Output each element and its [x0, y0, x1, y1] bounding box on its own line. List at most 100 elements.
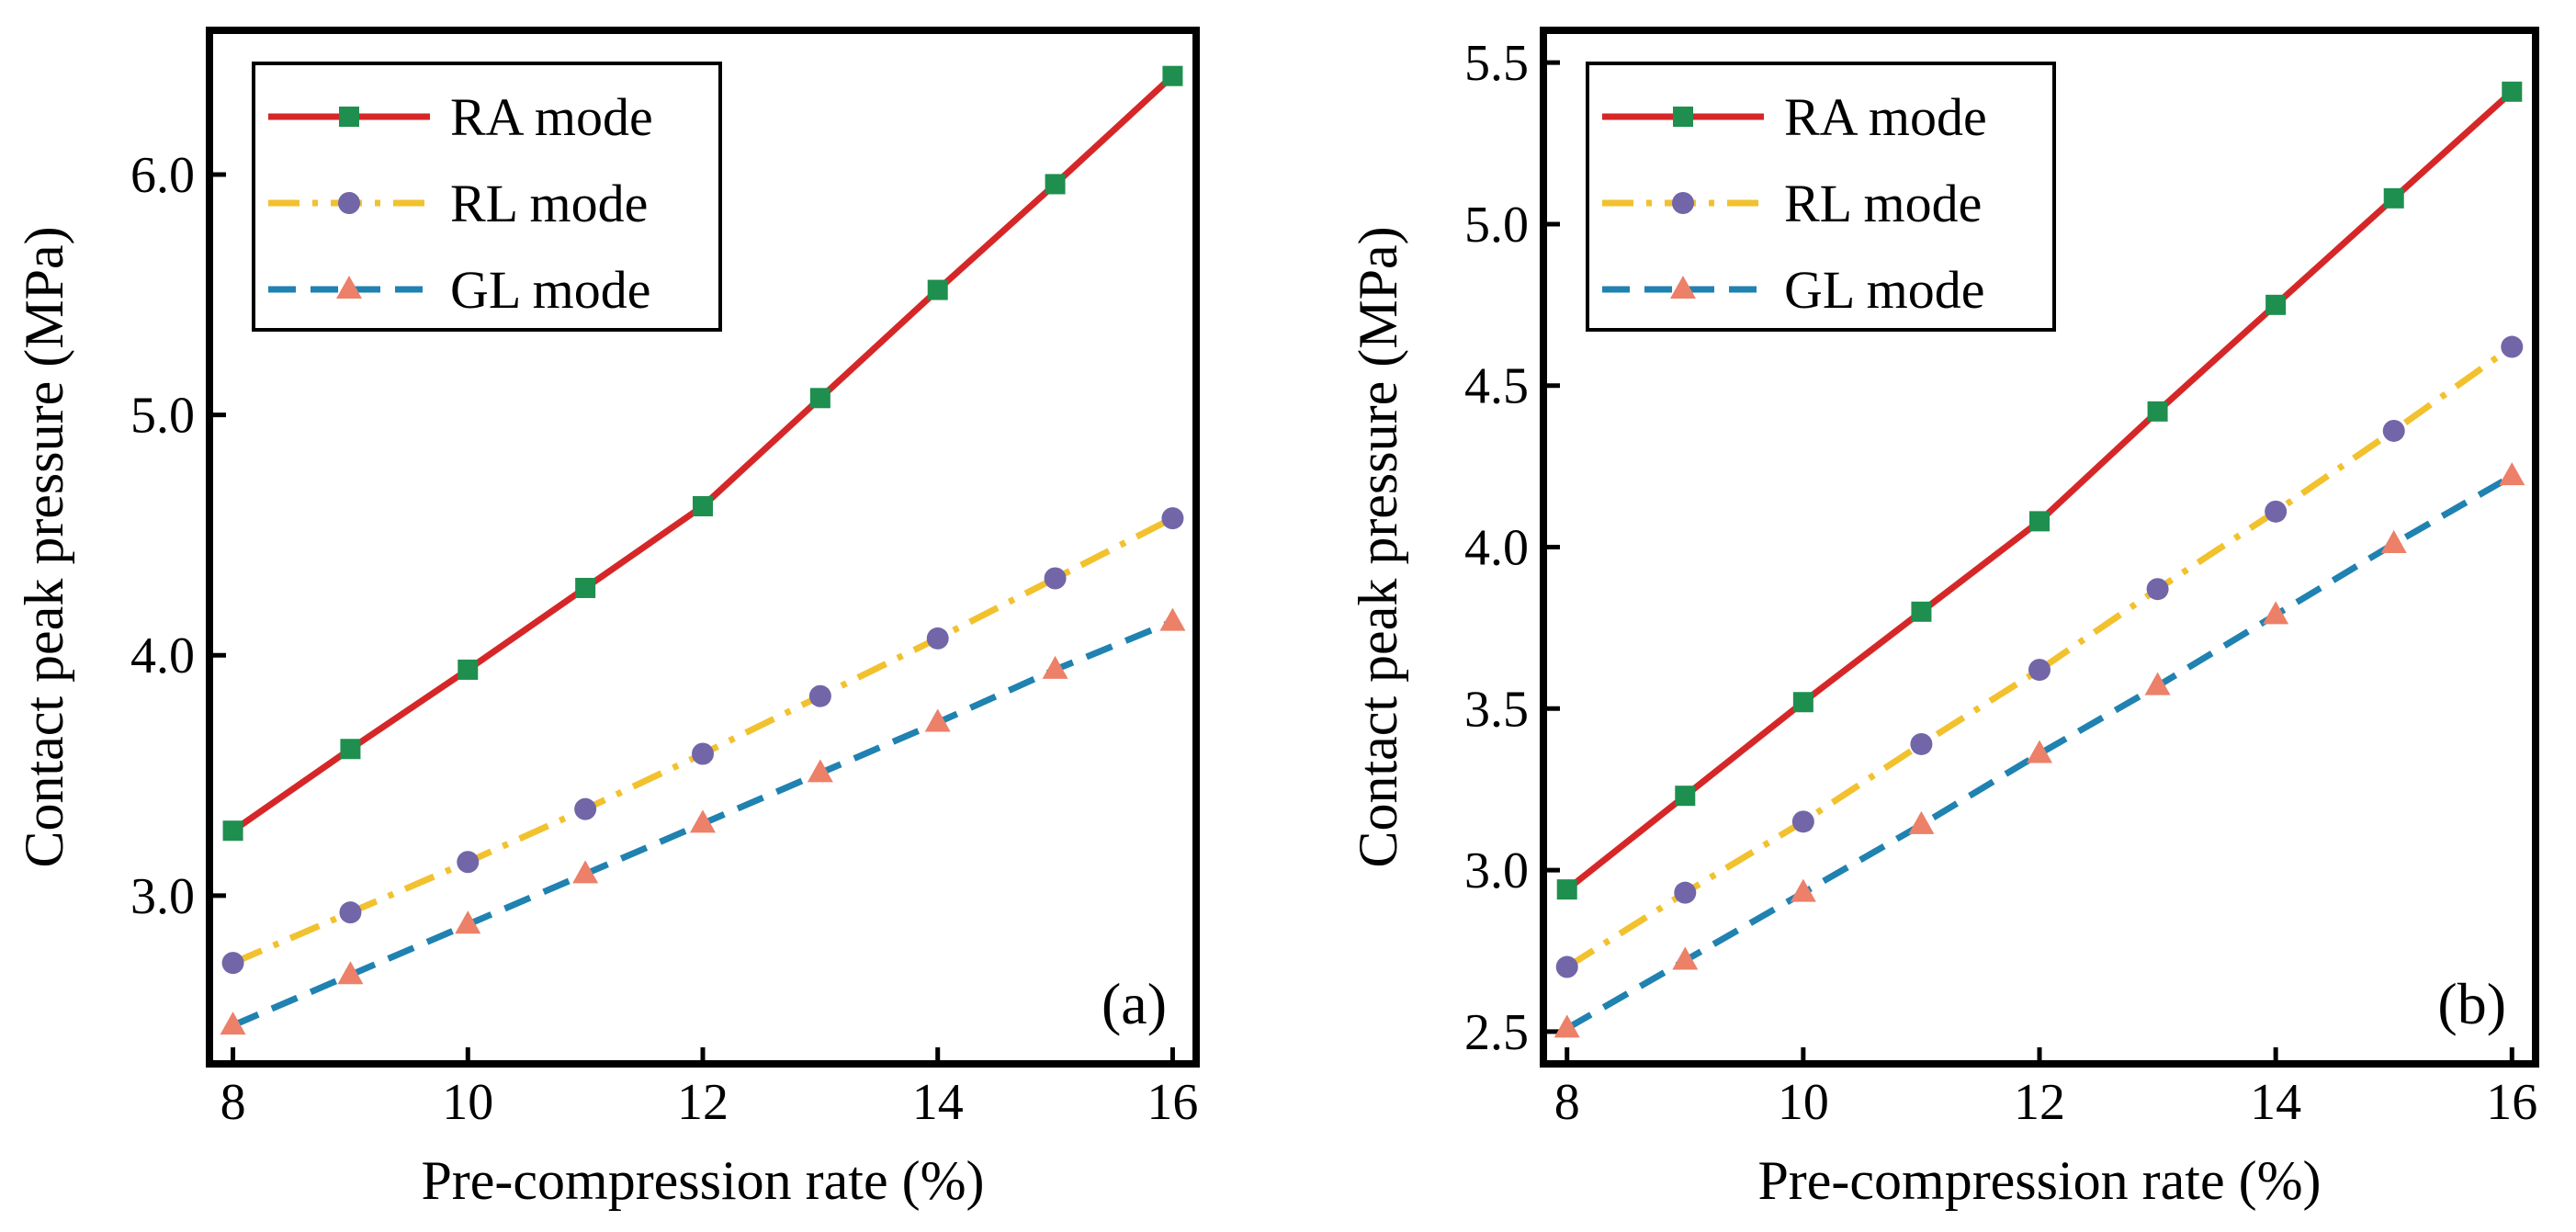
data-point — [340, 739, 361, 760]
data-point — [2027, 740, 2052, 763]
data-point — [927, 279, 948, 300]
data-point — [2028, 659, 2051, 682]
data-point — [220, 1012, 246, 1035]
data-point — [575, 577, 596, 598]
chart-panel-a: 8 10 12 14 16 3.0 4.0 5.0 6.0 Pre-compression rat… — [14, 27, 1200, 1211]
x-tick-label: 16 — [1147, 1074, 1198, 1131]
y-tick-label: 4.0 — [130, 627, 195, 684]
series-ra — [222, 65, 1183, 842]
y-tick-label: 5.0 — [1464, 197, 1529, 254]
data-point — [2382, 419, 2405, 442]
data-point — [924, 708, 951, 732]
data-point — [692, 742, 714, 765]
data-point — [1045, 174, 1066, 195]
data-point — [1908, 810, 1935, 834]
x-axis-title: Pre-compression rate (%) — [1757, 1150, 2321, 1211]
data-point — [572, 860, 599, 884]
y-tick-label: 6.0 — [130, 147, 195, 204]
y-tick-label: 4.0 — [1464, 520, 1529, 577]
data-point — [455, 910, 481, 934]
series-rl — [221, 507, 1184, 975]
data-point — [2501, 335, 2524, 358]
data-point — [808, 684, 831, 707]
x-tick-label: 12 — [677, 1074, 729, 1131]
data-point — [1910, 732, 1933, 755]
legend-label: RL mode — [450, 174, 648, 233]
x-tick-label: 8 — [220, 1074, 246, 1131]
data-point — [1554, 1014, 1580, 1038]
data-point — [1675, 786, 1696, 807]
series-line — [232, 514, 1174, 966]
panel-label: (a) — [1102, 971, 1167, 1036]
data-point — [2380, 529, 2407, 553]
legend-box — [1586, 62, 2056, 332]
legend: RA mode RL mode GL mode — [252, 62, 722, 332]
data-point — [222, 820, 243, 842]
legend-box — [252, 62, 722, 332]
y-axis-title: Contact peak pressure (MPa) — [1348, 226, 1408, 867]
legend: RA mode RL mode GL mode — [1586, 62, 2056, 332]
y-tick-label: 2.5 — [1464, 1004, 1529, 1061]
panel-label: (b) — [2437, 971, 2506, 1036]
data-point — [1042, 655, 1068, 679]
data-point — [2502, 81, 2523, 102]
data-point — [1674, 881, 1697, 904]
x-axis-title: Pre-compression rate (%) — [421, 1150, 984, 1211]
data-point — [926, 627, 949, 650]
data-point — [807, 759, 833, 783]
y-tick-label: 3.5 — [1464, 681, 1529, 738]
x-tick-label: 14 — [912, 1074, 964, 1131]
y-tick-label: 3.0 — [130, 868, 195, 925]
legend-label: RA mode — [450, 87, 653, 147]
data-point — [457, 851, 480, 874]
x-tick-label: 16 — [2486, 1074, 2537, 1131]
data-point — [1556, 879, 1577, 900]
data-point — [693, 496, 713, 517]
data-point — [1044, 567, 1067, 590]
data-point — [2029, 511, 2050, 532]
data-point — [1161, 507, 1184, 530]
legend-marker — [1672, 192, 1694, 214]
legend-label: GL mode — [1784, 260, 1985, 320]
legend-label: GL mode — [450, 260, 651, 320]
legend-label: RA mode — [1784, 87, 1987, 147]
legend-marker — [339, 107, 359, 127]
y-tick-label: 4.5 — [1464, 358, 1529, 415]
data-point — [809, 388, 830, 409]
data-point — [337, 961, 364, 985]
x-tick-label: 14 — [2250, 1074, 2301, 1131]
x-tick-label: 8 — [1554, 1074, 1580, 1131]
data-point — [2383, 187, 2404, 209]
series-gl — [1554, 462, 2525, 1038]
legend-label: RL mode — [1784, 174, 1982, 233]
y-tick-label: 5.0 — [130, 388, 195, 445]
x-tick-label: 12 — [2014, 1074, 2065, 1131]
y-tick-label: 3.0 — [1464, 842, 1529, 899]
series-rl — [1555, 335, 2524, 978]
data-point — [2265, 294, 2287, 315]
data-point — [1911, 601, 1932, 622]
data-point — [1162, 65, 1183, 86]
chart-panel-b: 8 10 12 14 16 2.5 3.0 3.5 4.0 4.5 5.0 5.5 Pre-compre… — [1348, 27, 2539, 1211]
x-tick-label: 10 — [1778, 1074, 1829, 1131]
series-line — [1565, 473, 2514, 1032]
legend-marker — [1673, 107, 1693, 127]
data-point — [1790, 878, 1816, 902]
data-point — [1159, 607, 1186, 631]
series-line — [1565, 344, 2514, 970]
legend-marker — [336, 276, 362, 299]
data-point — [574, 797, 597, 820]
data-point — [1672, 946, 1699, 970]
y-axis-title: Contact peak pressure (MPa) — [14, 226, 74, 867]
data-point — [1555, 955, 1578, 978]
series-ra — [1556, 81, 2523, 900]
x-tick-label: 10 — [442, 1074, 493, 1131]
data-point — [339, 901, 362, 924]
data-point — [2499, 462, 2525, 486]
data-point — [1791, 810, 1814, 833]
data-point — [2146, 578, 2169, 601]
data-point — [458, 659, 479, 680]
legend-marker — [338, 192, 360, 214]
data-point — [1792, 692, 1813, 713]
